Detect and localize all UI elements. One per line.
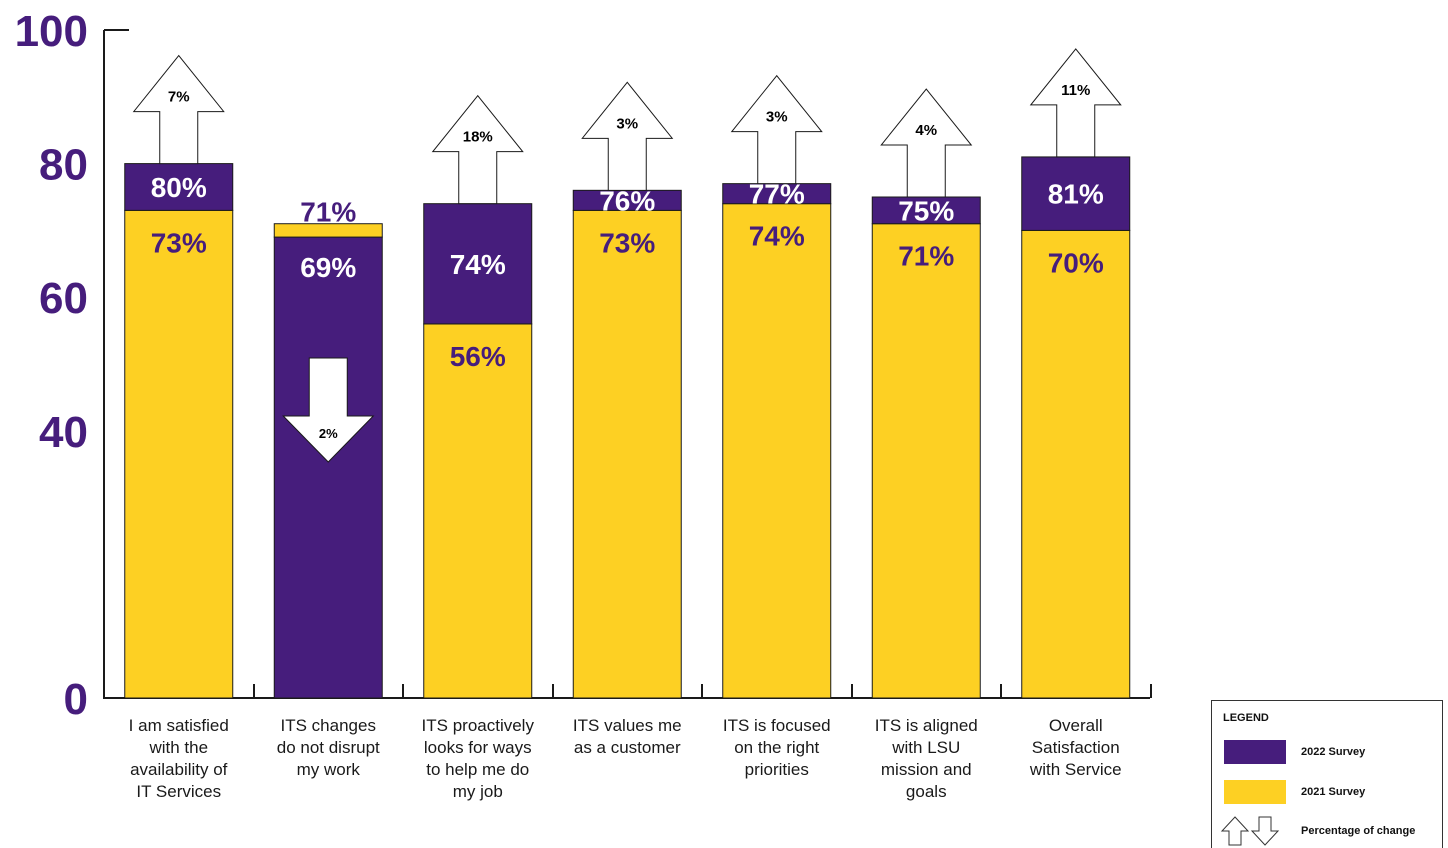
- bar-2022: [124, 163, 234, 211]
- x-tick-label: ITS is focused on the right priorities: [707, 715, 847, 781]
- x-tick-label-line: with Service: [1029, 760, 1122, 779]
- x-tick-label-line: mission and: [880, 760, 972, 779]
- legend-swatch-2021: [1224, 780, 1286, 804]
- y-tick-label: 60: [39, 274, 88, 323]
- x-tick-label-line: my work: [296, 760, 360, 779]
- value-label-2021: 71%: [898, 241, 954, 272]
- change-arrow-up-icon: [880, 88, 973, 198]
- x-tick-label-line: do not disrupt: [276, 738, 380, 757]
- bar-2022: [871, 196, 981, 225]
- legend-title: LEGEND: [1223, 712, 1269, 724]
- x-tick-label-line: my job: [452, 782, 503, 801]
- x-tick-label-line: priorities: [744, 760, 809, 779]
- x-tick-label-line: on the right: [734, 738, 820, 757]
- value-label-2021: 73%: [599, 227, 655, 258]
- legend-swatch-2022: [1224, 740, 1286, 764]
- y-tick-label: 40: [39, 408, 88, 457]
- value-label-2021: 74%: [749, 221, 805, 252]
- x-tick-label: ITS is aligned with LSU mission and goals: [856, 715, 996, 803]
- bar-2021: [871, 223, 981, 699]
- x-tick-label-line: Satisfaction: [1031, 738, 1120, 757]
- bar-2021: [722, 203, 832, 699]
- x-tick-label-line: as a customer: [573, 738, 681, 757]
- value-label-2022: 80%: [151, 172, 207, 203]
- change-label: 11%: [1061, 82, 1090, 99]
- value-label-2021: 71%: [300, 197, 356, 228]
- x-tick-label-line: with LSU: [892, 738, 961, 757]
- x-tick-label-line: I am satisfied: [128, 716, 229, 735]
- x-tick-label: Overall Satisfaction with Service: [1006, 715, 1146, 781]
- x-tick-label: ITS proactively looks for ways to help me …: [408, 715, 548, 803]
- y-tick-label: 100: [15, 7, 88, 56]
- change-arrows: 7% 2% 18% 3% 3% 4% 11%: [132, 48, 1122, 463]
- x-tick-label-line: with the: [149, 738, 209, 757]
- y-tick-label: 80: [39, 141, 88, 190]
- change-label: 3%: [766, 109, 788, 126]
- bar-2022: [273, 236, 383, 699]
- change-label: 7%: [168, 89, 190, 106]
- x-tick-label-line: ITS values me: [572, 716, 682, 735]
- change-label: 3%: [616, 115, 638, 132]
- change-label: 2%: [319, 426, 338, 441]
- bars: 80%73%71%69% 74%56%76%73%77%74%75%71%81%7…: [124, 156, 1131, 699]
- x-tick-label: ITS values me as a customer: [557, 715, 697, 759]
- y-axis-ticks: 0 40 60 80 100: [15, 7, 88, 724]
- value-label-2021: 70%: [1048, 247, 1104, 278]
- x-tick-label-line: ITS changes: [280, 716, 376, 735]
- bar-2022: [423, 203, 533, 325]
- change-arrow-up-icon: [132, 54, 225, 165]
- x-tick-label-line: ITS is aligned: [874, 716, 978, 735]
- x-tick-label: ITS changes do not disrupt my work: [258, 715, 398, 781]
- legend-label-2021: 2021 Survey: [1301, 786, 1366, 798]
- x-tick-label-line: looks for ways: [423, 738, 532, 757]
- change-arrow-up-icon: [730, 74, 823, 185]
- change-arrow-up-icon: [431, 94, 524, 205]
- value-label-2022: 69%: [300, 252, 356, 283]
- bar-2021: [273, 223, 383, 238]
- y-tick-label: 0: [64, 675, 88, 724]
- up-down-arrows-icon: [1220, 816, 1280, 846]
- legend-label-change: Percentage of change: [1301, 825, 1416, 837]
- value-label-2022: 75%: [898, 195, 954, 226]
- bar-2021: [572, 209, 682, 699]
- bar-2021: [423, 323, 533, 699]
- bar-2021: [124, 209, 234, 699]
- change-arrow-down-icon: [282, 357, 375, 463]
- value-label-2021: 56%: [450, 341, 506, 372]
- x-tick-label-line: goals: [905, 782, 947, 801]
- change-label: 4%: [915, 122, 937, 139]
- bar-2021: [1021, 229, 1131, 699]
- value-label-2021: 73%: [151, 227, 207, 258]
- change-arrow-up-icon: [1029, 48, 1122, 158]
- x-tick-label-line: ITS is focused: [722, 716, 831, 735]
- value-label-2022: 81%: [1048, 179, 1104, 210]
- value-label-2022: 74%: [450, 249, 506, 280]
- x-tick-label: I am satisfied with the availability of IT …: [109, 715, 249, 803]
- x-tick-label-line: availability of: [130, 760, 228, 779]
- x-tick-label-line: IT Services: [136, 782, 222, 801]
- x-tick-label-line: Overall: [1048, 716, 1103, 735]
- legend: LEGEND 2022 Survey 2021 Survey Percentag…: [1211, 700, 1443, 848]
- change-label: 18%: [463, 129, 493, 146]
- x-tick-label-line: to help me do: [426, 760, 530, 779]
- x-tick-label-line: ITS proactively: [421, 716, 534, 735]
- bar-2022: [1021, 156, 1131, 231]
- legend-label-2022: 2022 Survey: [1301, 746, 1366, 758]
- change-arrow-up-icon: [581, 81, 674, 191]
